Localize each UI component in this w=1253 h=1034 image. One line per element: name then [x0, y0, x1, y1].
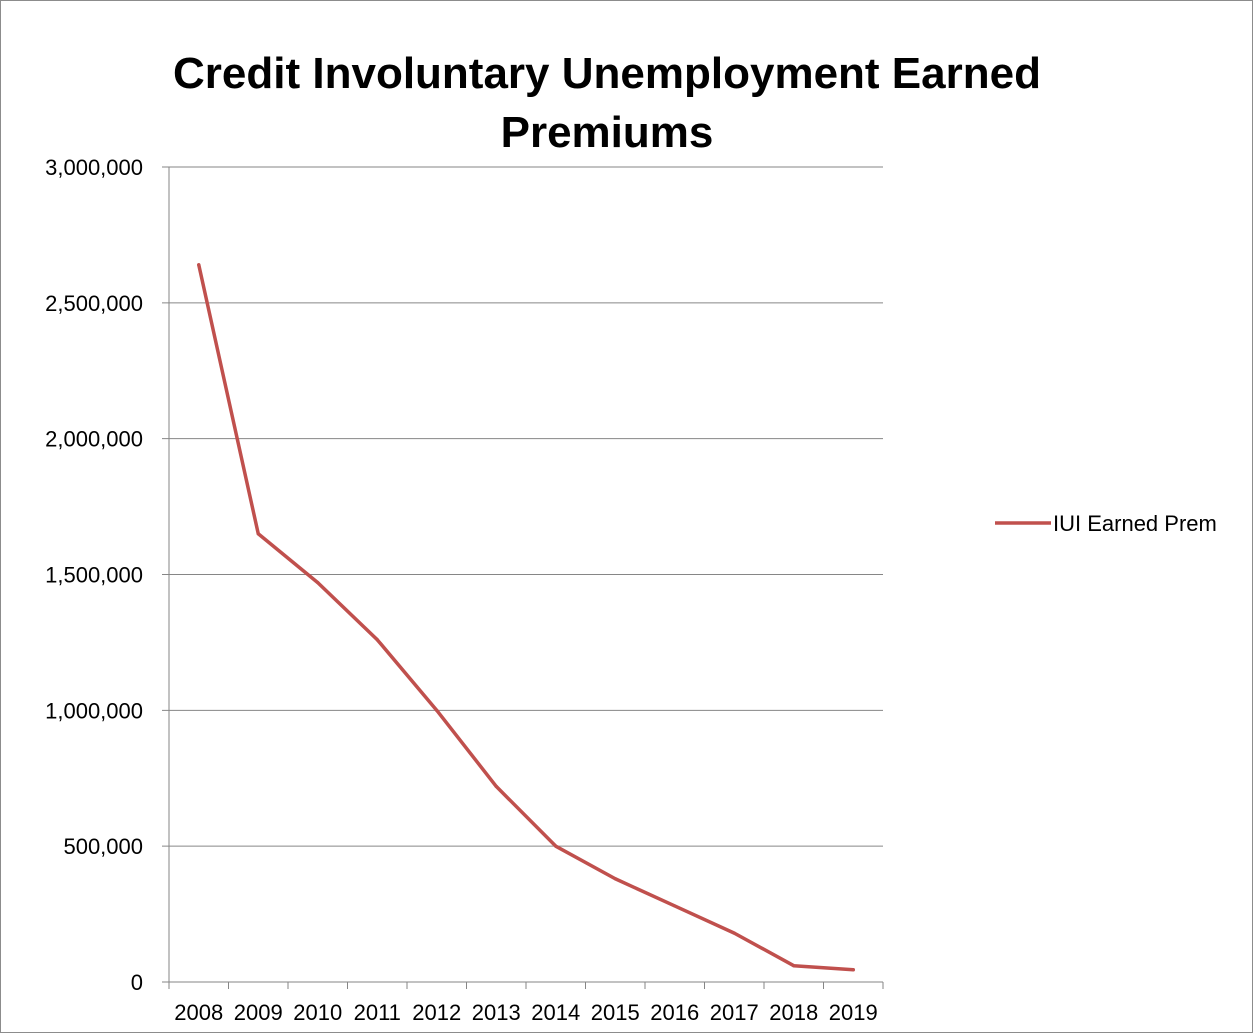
legend: IUI Earned Prem	[995, 511, 1217, 536]
gridlines	[162, 166, 883, 983]
data-point	[494, 784, 498, 789]
x-tick-label: 2010	[293, 1000, 342, 1025]
x-axis: 2008 2009 2010 2011 2012 2013 2014 2015 2016 2017…	[168, 167, 884, 1025]
x-tick-label: 2008	[174, 1000, 223, 1025]
data-point	[316, 581, 320, 585]
x-tick-label: 2018	[769, 1000, 818, 1025]
data-point	[732, 931, 736, 935]
chart-title-line-1: Credit Involuntary Unemployment Earned	[173, 49, 1041, 98]
x-tick-label: 2017	[710, 1000, 759, 1025]
data-point	[435, 708, 439, 712]
data-point	[613, 877, 617, 881]
legend-label: IUI Earned Prem	[1053, 511, 1217, 536]
series-line	[197, 263, 855, 972]
data-point	[375, 638, 379, 642]
y-tick-label: 1,500,000	[45, 563, 143, 588]
data-point	[851, 968, 855, 972]
data-point	[197, 263, 201, 267]
y-tick-label: 500,000	[63, 834, 143, 859]
y-tick-label: 2,000,000	[45, 427, 143, 452]
x-tick-label: 2016	[650, 1000, 699, 1025]
x-tick-label: 2013	[472, 1000, 521, 1025]
data-point	[554, 844, 558, 848]
data-point	[256, 532, 260, 536]
x-tick-label: 2014	[531, 1000, 580, 1025]
x-tick-label: 2011	[354, 1000, 401, 1025]
data-point	[673, 904, 677, 908]
y-tick-label: 3,000,000	[45, 155, 143, 180]
x-tick-label: 2019	[829, 1000, 878, 1025]
x-tick-label: 2009	[234, 1000, 283, 1025]
chart-title-line-2: Premiums	[501, 108, 714, 157]
data-point	[792, 964, 796, 968]
series-layer	[197, 263, 855, 972]
y-tick-label: 0	[131, 970, 143, 995]
x-tick-label: 2012	[412, 1000, 461, 1025]
x-tick-label: 2015	[591, 1000, 640, 1025]
y-tick-label: 1,000,000	[45, 698, 143, 723]
y-axis-ticks: 0 500,000 1,000,000 1,500,000 2,000,000 2,500…	[45, 155, 143, 995]
y-tick-label: 2,500,000	[45, 291, 143, 316]
